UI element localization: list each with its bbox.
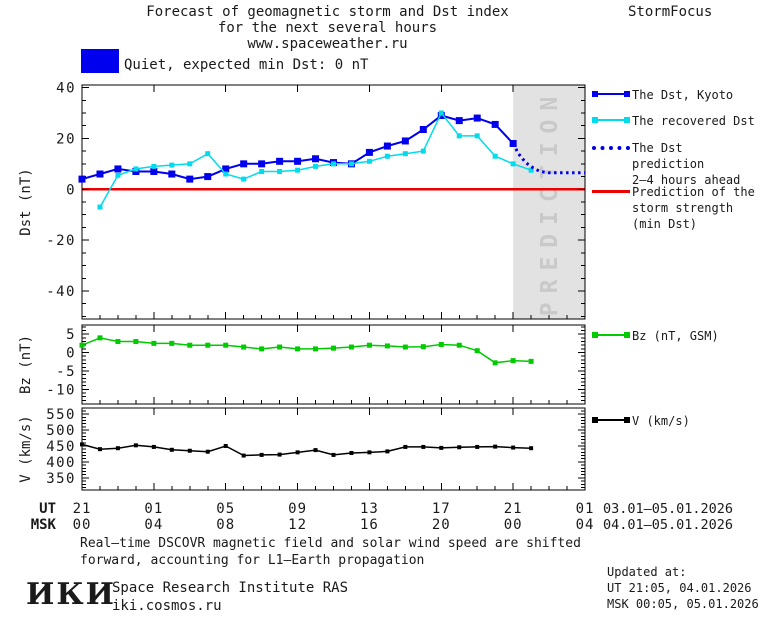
- svg-text:16: 16: [360, 517, 379, 533]
- svg-text:01: 01: [576, 501, 595, 517]
- svg-text:13: 13: [360, 501, 379, 517]
- prediction-label-line1: The Dst prediction: [632, 141, 705, 171]
- svg-text:01: 01: [144, 501, 163, 517]
- title-line-3-website: www.spaceweather.ru: [247, 36, 408, 52]
- legend-label-recovered-dst: The recovered Dst: [632, 114, 755, 128]
- storm-strength-swatch: [592, 186, 630, 197]
- updated-at-msk: MSK 00:05, 05.01.2026: [607, 597, 759, 611]
- legend-label-dst-prediction: The Dst prediction 2–4 hours ahead: [632, 140, 760, 188]
- svg-text:20: 20: [56, 131, 76, 147]
- legend-item-dst-prediction: The Dst prediction 2–4 hours ahead: [592, 140, 760, 188]
- legend-label-bz: Bz (nT, GSM): [632, 329, 719, 343]
- svg-text:MSK: MSK: [31, 517, 57, 533]
- svg-text:09: 09: [288, 501, 307, 517]
- title-line-1: Forecast of geomagnetic storm and Dst in…: [146, 4, 509, 20]
- bz-swatch: [592, 330, 630, 341]
- svg-text:-20: -20: [46, 233, 76, 249]
- svg-text:20: 20: [432, 517, 451, 533]
- svg-text:5: 5: [66, 327, 76, 343]
- svg-text:450: 450: [46, 439, 76, 455]
- institute-website: iki.cosmos.ru: [112, 598, 222, 614]
- svg-text:UT: UT: [39, 501, 56, 517]
- svg-text:350: 350: [46, 471, 76, 487]
- title-line-2: for the next several hours: [217, 20, 438, 36]
- v-swatch: [592, 415, 630, 426]
- updated-at-label: Updated at:: [607, 565, 687, 579]
- svg-text:-5: -5: [56, 364, 76, 380]
- svg-text:04.01–05.01.2026: 04.01–05.01.2026: [603, 517, 733, 533]
- footnote-line1: Real–time DSCOVR magnetic field and sola…: [80, 536, 581, 551]
- footnote-line2: forward, accounting for L1–Earth propaga…: [80, 553, 425, 568]
- svg-text:550: 550: [46, 407, 76, 423]
- svg-text:0: 0: [66, 182, 76, 198]
- svg-text:21: 21: [73, 501, 92, 517]
- svg-text:04: 04: [144, 517, 163, 533]
- page-title: Forecast of geomagnetic storm and Dst in…: [100, 4, 555, 52]
- svg-text:03.01–05.01.2026: 03.01–05.01.2026: [603, 501, 733, 517]
- iki-logo: ИКИ: [26, 577, 116, 612]
- svg-text:400: 400: [46, 455, 76, 471]
- strength-label-line3: (min Dst): [632, 217, 698, 231]
- svg-text:40: 40: [56, 81, 76, 97]
- svg-text:-40: -40: [46, 284, 76, 300]
- svg-text:17: 17: [432, 501, 451, 517]
- svg-text:V (km/s): V (km/s): [18, 415, 34, 482]
- legend-label-dst-kyoto: The Dst, Kyoto: [632, 88, 734, 102]
- legend-label-storm-strength: Prediction of the storm strength (min Ds…: [632, 184, 755, 232]
- svg-text:500: 500: [46, 423, 76, 439]
- dst-kyoto-swatch: [592, 89, 630, 100]
- svg-text:-10: -10: [46, 382, 76, 398]
- dst-prediction-swatch: [592, 142, 630, 153]
- legend-item-dst-kyoto: The Dst, Kyoto: [592, 87, 733, 103]
- status-label: Quiet, expected min Dst: 0 nT: [124, 57, 369, 73]
- brand-label: StormFocus: [628, 4, 713, 20]
- svg-text:08: 08: [216, 517, 235, 533]
- svg-text:Dst (nT): Dst (nT): [18, 168, 34, 235]
- svg-text:04: 04: [576, 517, 595, 533]
- svg-text:00: 00: [504, 517, 523, 533]
- status-swatch: [81, 49, 119, 73]
- institute-name: Space Research Institute RAS: [112, 580, 349, 596]
- svg-text:PREDICTION: PREDICTION: [537, 88, 563, 316]
- legend-label-v: V (km/s): [632, 414, 690, 428]
- legend-item-bz: Bz (nT, GSM): [592, 328, 719, 344]
- legend-item-storm-strength: Prediction of the storm strength (min Ds…: [592, 184, 755, 232]
- legend-item-recovered-dst: The recovered Dst: [592, 113, 755, 129]
- strength-label-line2: storm strength: [632, 201, 734, 215]
- svg-text:0: 0: [66, 346, 76, 362]
- svg-text:21: 21: [504, 501, 523, 517]
- svg-text:00: 00: [73, 517, 92, 533]
- legend-item-v: V (km/s): [592, 413, 690, 429]
- prediction-label-line2: 2–4 hours ahead: [632, 173, 741, 187]
- updated-at-ut: UT 21:05, 04.01.2026: [607, 581, 752, 595]
- recovered-dst-swatch: [592, 115, 630, 126]
- svg-text:12: 12: [288, 517, 307, 533]
- strength-label-line1: Prediction of the: [632, 185, 755, 199]
- svg-text:Bz (nT): Bz (nT): [18, 335, 34, 394]
- svg-text:05: 05: [216, 501, 235, 517]
